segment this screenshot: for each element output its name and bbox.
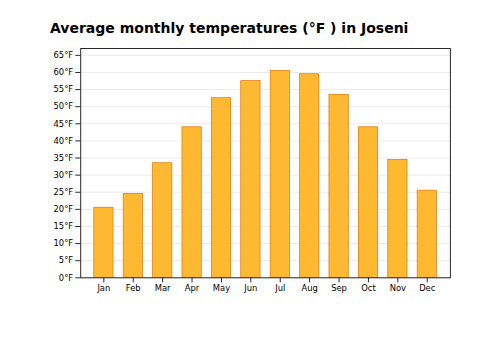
svg-text:Aug: Aug — [301, 283, 317, 293]
svg-text:Jun: Jun — [243, 283, 257, 293]
svg-text:65°F: 65°F — [54, 50, 74, 60]
svg-text:45°F: 45°F — [54, 118, 74, 128]
svg-text:Jan: Jan — [96, 283, 110, 293]
svg-text:0°F: 0°F — [59, 273, 74, 283]
svg-text:Sep: Sep — [331, 283, 347, 293]
svg-text:55°F: 55°F — [54, 84, 74, 94]
svg-text:Jul: Jul — [274, 283, 285, 293]
svg-text:40°F: 40°F — [54, 136, 74, 146]
svg-text:Oct: Oct — [361, 283, 376, 293]
svg-text:Apr: Apr — [185, 283, 200, 293]
svg-text:Dec: Dec — [419, 283, 436, 293]
svg-text:5°F: 5°F — [59, 255, 74, 265]
svg-text:Nov: Nov — [390, 283, 406, 293]
svg-text:10°F: 10°F — [54, 238, 74, 248]
svg-text:May: May — [213, 283, 230, 293]
svg-text:60°F: 60°F — [54, 67, 74, 77]
svg-text:30°F: 30°F — [54, 170, 74, 180]
svg-text:50°F: 50°F — [54, 101, 74, 111]
svg-text:Feb: Feb — [126, 283, 141, 293]
svg-text:Mar: Mar — [155, 283, 171, 293]
svg-text:15°F: 15°F — [54, 221, 74, 231]
html-text:Average monthly temperatures (: Average monthly temperatures (°F ) in Jo… — [50, 20, 409, 36]
svg-text:20°F: 20°F — [54, 204, 74, 214]
svg-text:25°F: 25°F — [54, 187, 74, 197]
svg-text:35°F: 35°F — [54, 153, 74, 163]
